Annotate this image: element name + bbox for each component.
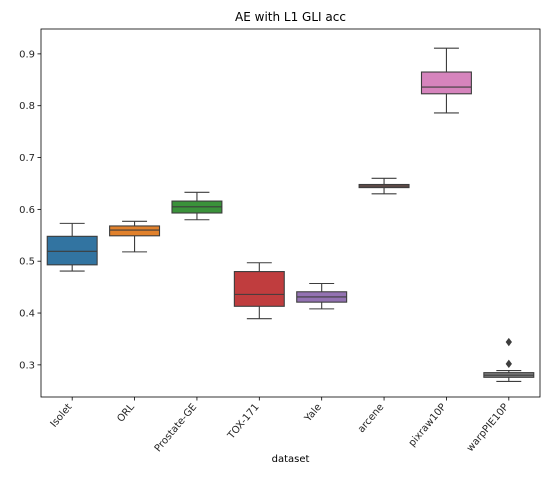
y-axis: 0.3 0.4 0.5 0.6 0.7 0.8 0.9 — [19, 49, 41, 371]
y-tick-label: 0.3 — [19, 360, 35, 371]
box-prostate-ge — [171, 191, 223, 221]
box-arcene — [358, 177, 410, 195]
box-iqr — [109, 225, 161, 237]
outlier-point — [505, 359, 512, 369]
y-tick-label: 0.6 — [19, 205, 35, 216]
box-iqr — [46, 235, 98, 266]
plot-boxes — [46, 47, 535, 383]
box-iqr — [233, 271, 285, 307]
box-pixraw10p — [420, 47, 472, 114]
plot-frame — [40, 28, 541, 398]
box-iqr — [420, 71, 472, 95]
y-tick-label: 0.7 — [19, 153, 35, 164]
y-tick-label: 0.9 — [19, 49, 35, 60]
box-orl — [109, 220, 161, 253]
y-tick-label: 0.8 — [19, 101, 35, 112]
box-warppie10p — [483, 337, 535, 383]
y-tick-label: 0.5 — [19, 257, 35, 268]
y-tick-label: 0.4 — [19, 309, 35, 320]
outlier-point — [505, 337, 512, 347]
chart-title: AE with L1 GLI acc — [235, 10, 346, 24]
box-tox-171 — [233, 262, 285, 320]
x-axis-label: dataset — [272, 454, 310, 465]
box-yale — [296, 282, 348, 310]
box-isolet — [46, 222, 98, 272]
